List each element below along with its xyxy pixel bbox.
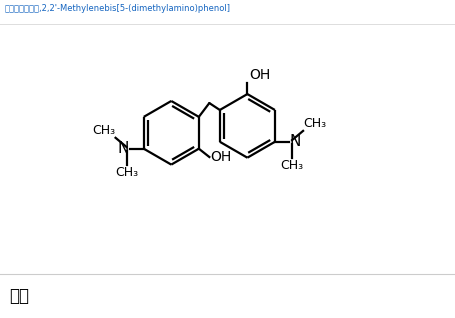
Text: OH: OH xyxy=(210,150,231,164)
Text: CH₃: CH₃ xyxy=(279,159,303,172)
Text: N: N xyxy=(289,134,301,149)
Text: OH: OH xyxy=(248,68,270,82)
Text: CH₃: CH₃ xyxy=(91,124,115,137)
Text: CH₃: CH₃ xyxy=(303,117,326,130)
Text: 新斯的明二聚体,2,2'-Methylenebis[5-(dimethylamino)phenol]: 新斯的明二聚体,2,2'-Methylenebis[5-(dimethylami… xyxy=(5,4,230,13)
Text: N: N xyxy=(117,141,128,156)
Text: 性质: 性质 xyxy=(9,287,29,305)
Text: CH₃: CH₃ xyxy=(115,166,138,179)
